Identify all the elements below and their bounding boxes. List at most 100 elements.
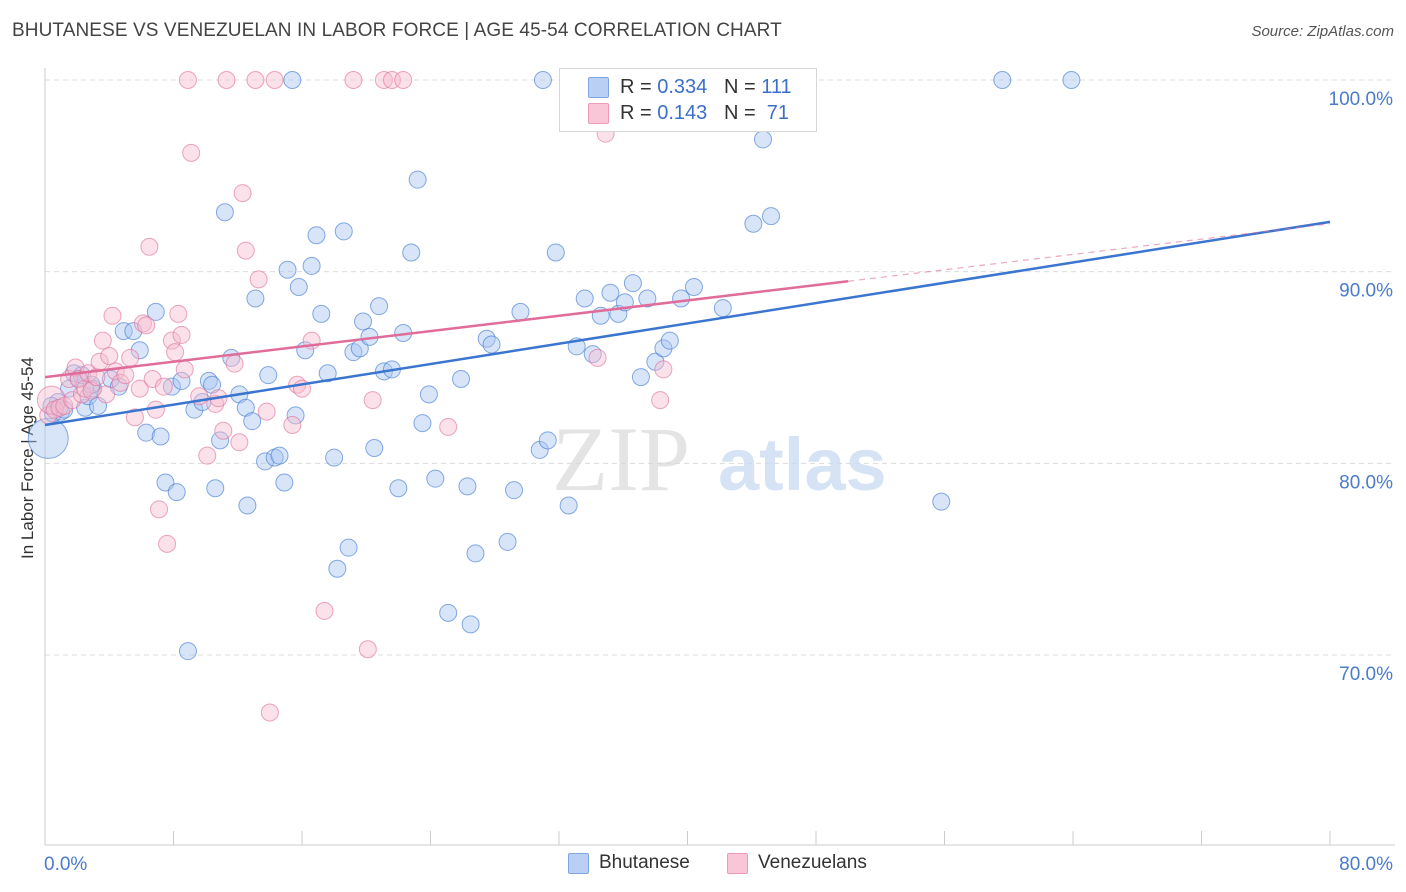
venezuelans-point	[439, 417, 458, 436]
bhutanese-point	[151, 427, 170, 446]
bhutanese-point	[654, 339, 673, 358]
legend-r-value: 0.334	[657, 75, 708, 98]
venezuelans-point	[236, 241, 255, 260]
stats-legend: R = 0.334 N = 111 R = 0.143 N = 71	[559, 68, 817, 132]
bhutanese-point	[762, 207, 781, 226]
legend-swatch-bhutanese	[588, 77, 609, 98]
venezuelans-point	[265, 71, 284, 89]
bhutanese-point	[753, 130, 772, 149]
bottom-legend-label-venezuelans: Venezuelans	[758, 852, 867, 873]
bhutanese-point	[477, 329, 496, 348]
bhutanese-point	[215, 203, 234, 222]
bhutanese-point	[638, 289, 657, 308]
venezuelans-point	[283, 416, 302, 434]
venezuelans-point	[158, 534, 177, 553]
venezuelans-point	[260, 703, 279, 722]
grid-lines	[45, 79, 1395, 656]
venezuelans-point	[394, 71, 413, 89]
venezuelans-point	[97, 385, 116, 404]
bottom-legend-label-bhutanese: Bhutanese	[599, 852, 690, 873]
axes	[44, 68, 1395, 846]
bhutanese-point	[339, 538, 358, 557]
venezuelans-point	[76, 379, 95, 398]
bhutanese-point	[713, 299, 732, 318]
bhutanese-point	[660, 331, 679, 350]
watermark-atlas: atlas	[718, 423, 887, 506]
venezuelans-point	[198, 446, 217, 465]
venezuelans-point	[217, 71, 236, 89]
y-tick-label: 70.0%	[1339, 664, 1393, 685]
y-tick-label: 90.0%	[1339, 281, 1393, 302]
bhutanese-point	[533, 71, 552, 89]
bhutanese-point	[546, 243, 565, 262]
venezuelans-point	[225, 354, 244, 373]
venezuelans-trend-line	[44, 280, 849, 379]
bhutanese-point	[259, 366, 278, 385]
venezuelans-point	[588, 348, 607, 367]
venezuelans-point	[166, 343, 185, 362]
legend-r-value: 0.143	[657, 101, 708, 124]
bhutanese-point	[307, 226, 326, 245]
bhutanese-point	[206, 479, 225, 498]
venezuelans-point	[82, 381, 101, 400]
bhutanese-point	[365, 439, 384, 457]
bhutanese-point	[243, 412, 262, 431]
trend-lines	[44, 220, 1331, 427]
venezuelans-point	[130, 379, 149, 398]
bhutanese-point	[498, 532, 517, 551]
venezuelans-point	[249, 270, 268, 289]
bhutanese-point	[325, 448, 344, 467]
bhutanese-point	[744, 214, 763, 233]
y-tick-label: 80.0%	[1339, 472, 1393, 493]
tick-labels: 70.0% 80.0% 90.0% 100.0% 0.0% 80.0%	[44, 89, 1393, 875]
venezuelans-point	[103, 306, 122, 325]
venezuelans-point	[363, 391, 382, 410]
venezuelans-point	[140, 237, 159, 256]
bhutanese-point	[684, 278, 703, 296]
chart-title: BHUTANESE VS VENEZUELAN IN LABOR FORCE |…	[12, 20, 782, 41]
venezuelans-point	[154, 377, 173, 396]
venezuelans-point	[315, 601, 334, 620]
bhutanese-point	[289, 278, 308, 296]
venezuelans-point	[125, 408, 144, 427]
bhutanese-point	[575, 289, 594, 308]
venezuelans-point	[651, 391, 670, 410]
chart-source: Source: ZipAtlas.com	[1251, 23, 1394, 40]
bhutanese-point	[318, 364, 337, 383]
data-points	[27, 71, 1081, 722]
bhutanese-point	[466, 544, 485, 563]
bhutanese-point	[623, 274, 642, 293]
bhutanese-point	[408, 170, 427, 189]
x-tick-label: 80.0%	[1339, 854, 1393, 875]
venezuelans-point	[150, 500, 169, 519]
venezuelans-point	[162, 331, 181, 350]
bhutanese-point	[1062, 71, 1081, 89]
venezuelans-point	[93, 331, 112, 350]
venezuelans-point	[172, 325, 191, 344]
bhutanese-point	[178, 642, 197, 661]
bhutanese-point	[334, 222, 353, 241]
bhutanese-point	[511, 302, 530, 321]
bhutanese-point	[354, 312, 373, 331]
y-tick-label: 100.0%	[1329, 89, 1394, 110]
venezuelans-point	[72, 385, 91, 404]
venezuelans-point	[87, 368, 106, 387]
legend-n-label: N =	[723, 101, 762, 124]
venezuelans-point	[182, 143, 201, 162]
bhutanese-point	[419, 385, 438, 404]
legend-r-label: R =	[620, 101, 658, 124]
bhutanese-point	[167, 483, 186, 502]
venezuelans-point	[175, 360, 194, 379]
bhutanese-point	[601, 283, 620, 302]
venezuelans-trend-extension	[848, 223, 1331, 282]
bhutanese-point	[389, 479, 408, 498]
bhutanese-point	[302, 256, 321, 275]
watermark-zip: ZIP	[552, 408, 690, 510]
legend-swatch-venezuelans	[588, 103, 609, 124]
bhutanese-point	[238, 496, 257, 515]
bhutanese-point	[328, 559, 347, 578]
legend-n-label: N =	[723, 75, 762, 98]
bhutanese-point	[505, 481, 524, 500]
bhutanese-point	[286, 406, 305, 425]
